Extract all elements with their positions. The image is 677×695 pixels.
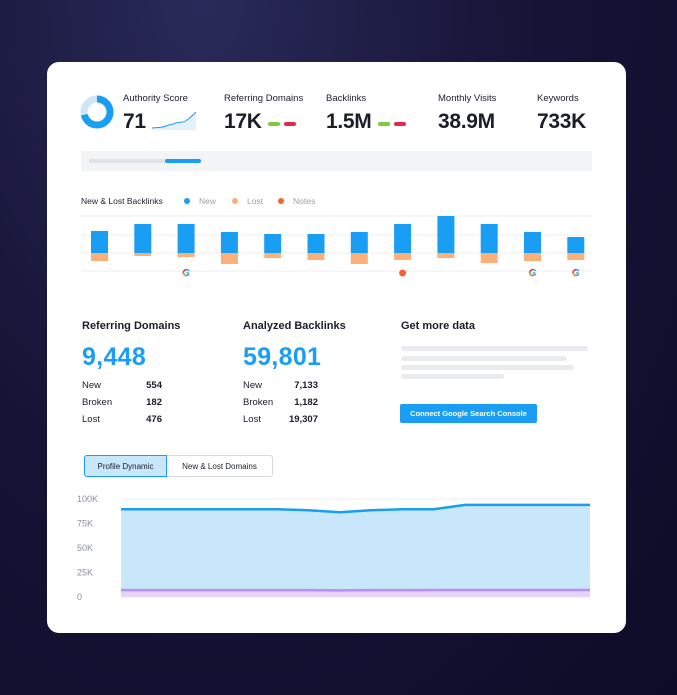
bar-new[interactable] bbox=[307, 234, 325, 253]
stat-row-label: Lost bbox=[82, 414, 100, 425]
stat-row-label: New bbox=[243, 380, 263, 391]
bar-lost[interactable] bbox=[91, 253, 108, 261]
dashboard-card: Authority Score 71 Referring Domains 17K… bbox=[47, 62, 626, 633]
tab-new-lost-domains[interactable]: New & Lost Domains bbox=[167, 455, 273, 477]
bar-lost[interactable] bbox=[264, 253, 282, 258]
google-icon[interactable] bbox=[182, 268, 190, 277]
progress-segment-active bbox=[165, 159, 201, 163]
area-line-series-1[interactable] bbox=[121, 503, 590, 514]
stat-row-value: 1,182 bbox=[294, 397, 318, 408]
placeholder-line bbox=[401, 356, 567, 361]
tab-profile-dynamic[interactable]: Profile Dynamic bbox=[84, 455, 167, 477]
legend-label: New bbox=[199, 196, 217, 206]
trend-bars-icon bbox=[377, 122, 406, 126]
legend-notes[interactable]: Notes bbox=[278, 196, 315, 206]
stat-row-label: New bbox=[82, 380, 102, 391]
sparkline-icon bbox=[151, 112, 196, 130]
bar-lost[interactable] bbox=[480, 253, 498, 263]
metric-label: Keywords bbox=[537, 93, 579, 104]
bar-new[interactable] bbox=[394, 224, 412, 253]
stat-row-value: 19,307 bbox=[288, 414, 318, 425]
bar-lost[interactable] bbox=[524, 253, 541, 261]
y-tick-label: 25K bbox=[77, 568, 93, 578]
dot-icon bbox=[232, 198, 238, 204]
metric-label: Referring Domains bbox=[224, 93, 304, 104]
stat-row-value: 7,133 bbox=[294, 380, 318, 391]
metric-referring-domains: Referring Domains 17K bbox=[224, 93, 303, 134]
notes-dot-icon[interactable] bbox=[399, 269, 407, 277]
bar-new[interactable] bbox=[567, 237, 585, 253]
metric-value: 1.5M bbox=[326, 110, 372, 133]
bar-new[interactable] bbox=[264, 234, 282, 253]
stat-row-label: Broken bbox=[243, 397, 274, 408]
stat-row-label: Broken bbox=[82, 397, 113, 408]
backlinks-chart-title: New & Lost Backlinks bbox=[81, 196, 163, 206]
google-icon[interactable] bbox=[528, 268, 537, 277]
bar-lost[interactable] bbox=[437, 253, 455, 258]
placeholder-line bbox=[401, 374, 504, 379]
stat-row-value: 182 bbox=[146, 397, 162, 408]
legend-lost[interactable]: Lost bbox=[232, 196, 263, 206]
y-tick-label: 75K bbox=[77, 519, 93, 529]
metric-authority-score: Authority Score 71 bbox=[123, 93, 196, 134]
connect-gsc-button[interactable]: Connect Google Search Console bbox=[400, 404, 537, 423]
bar-new[interactable] bbox=[437, 216, 455, 253]
get-more-data-title: Get more data bbox=[401, 320, 475, 332]
stat-row-label: Lost bbox=[243, 414, 261, 425]
stat-row-value: 554 bbox=[146, 380, 162, 391]
y-tick-label: 0 bbox=[77, 592, 82, 602]
metric-label: Backlinks bbox=[326, 93, 367, 104]
referring-domains-total: 9,448 bbox=[82, 343, 147, 371]
bar-lost[interactable] bbox=[177, 253, 195, 257]
trend-bars-icon bbox=[267, 122, 296, 126]
legend-new[interactable]: New bbox=[184, 196, 216, 206]
area-fill-series-2 bbox=[121, 589, 590, 597]
bar-new[interactable] bbox=[524, 232, 541, 253]
progress-track bbox=[81, 151, 592, 171]
area-fill-series-1 bbox=[121, 504, 590, 597]
profile-dynamic-area-chart: 100K 75K 50K 25K 0 bbox=[77, 494, 590, 602]
bar-lost[interactable] bbox=[394, 253, 412, 260]
bar-lost[interactable] bbox=[220, 253, 238, 264]
metric-keywords: Keywords 733K bbox=[537, 93, 586, 134]
stat-row-value: 476 bbox=[146, 414, 162, 425]
dot-icon bbox=[278, 198, 284, 204]
bar-new[interactable] bbox=[177, 224, 195, 253]
placeholder-line bbox=[401, 346, 588, 351]
chart-tabs: Profile Dynamic New & Lost Domains bbox=[84, 455, 273, 477]
bar-new[interactable] bbox=[220, 232, 238, 253]
y-tick-label: 100K bbox=[77, 494, 98, 504]
dot-icon bbox=[184, 198, 190, 204]
bar-lost[interactable] bbox=[134, 253, 152, 256]
legend-label: Notes bbox=[293, 196, 316, 206]
metric-value: 733K bbox=[537, 110, 587, 133]
progress-segment-inactive bbox=[89, 159, 165, 163]
y-tick-label: 50K bbox=[77, 543, 93, 553]
referring-domains-title: Referring Domains bbox=[82, 320, 181, 332]
bar-lost[interactable] bbox=[567, 253, 585, 260]
bar-lost[interactable] bbox=[307, 253, 325, 260]
metric-value: 38.9M bbox=[438, 110, 495, 133]
analyzed-backlinks-total: 59,801 bbox=[243, 343, 322, 371]
authority-score-ring-icon bbox=[80, 95, 114, 129]
metric-label: Authority Score bbox=[123, 93, 188, 104]
backlinks-bar-chart bbox=[81, 215, 592, 277]
bar-new[interactable] bbox=[350, 232, 368, 253]
metric-value: 71 bbox=[123, 110, 146, 133]
bar-new[interactable] bbox=[134, 224, 152, 253]
legend-label: Lost bbox=[247, 196, 264, 206]
analyzed-backlinks-title: Analyzed Backlinks bbox=[243, 320, 346, 332]
bar-new[interactable] bbox=[480, 224, 498, 253]
metric-backlinks: Backlinks 1.5M bbox=[326, 93, 406, 134]
metric-label: Monthly Visits bbox=[438, 93, 497, 104]
metric-monthly-visits: Monthly Visits 38.9M bbox=[438, 93, 496, 134]
google-icon[interactable] bbox=[572, 268, 580, 277]
bar-new[interactable] bbox=[91, 231, 108, 253]
bar-lost[interactable] bbox=[350, 253, 368, 264]
metric-value: 17K bbox=[224, 110, 262, 133]
placeholder-line bbox=[401, 365, 574, 370]
